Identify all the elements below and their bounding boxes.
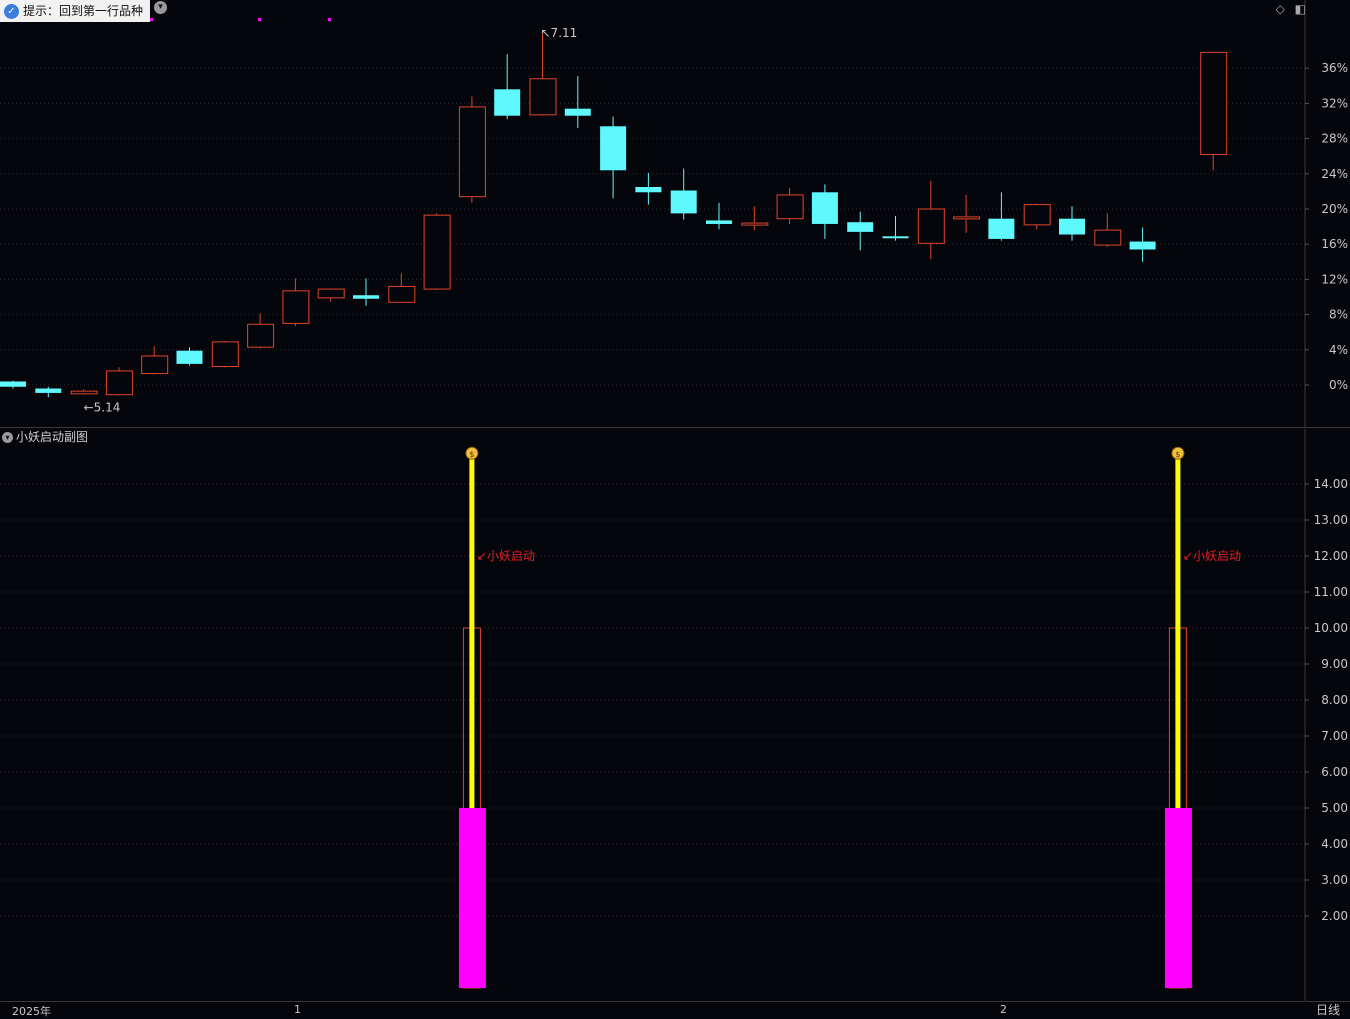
- candle-body: [670, 190, 697, 214]
- candle-body: [1129, 241, 1156, 250]
- price-tick-label: 24%: [1321, 167, 1348, 181]
- price-tick-label: 0%: [1329, 378, 1348, 392]
- period-button[interactable]: 日线: [1306, 1001, 1350, 1018]
- diamond-icon[interactable]: ◇: [1275, 2, 1285, 16]
- indicator-name: 小妖启动副图: [16, 430, 89, 444]
- candle-body: [882, 236, 909, 239]
- indicator-tick-label: 6.00: [1321, 765, 1348, 779]
- candle-body: [282, 290, 310, 324]
- signal-volume-bar: [1164, 808, 1192, 988]
- indicator-tick-label: 8.00: [1321, 693, 1348, 707]
- indicator-tick-label: 13.00: [1314, 513, 1348, 527]
- candle-body: [529, 78, 557, 116]
- money-bag-icon: [1171, 446, 1185, 460]
- low-price-label: ←5.14: [84, 401, 121, 415]
- top-toolbar: ◇ ◧: [1270, 2, 1306, 16]
- indicator-tick-label: 5.00: [1321, 801, 1348, 815]
- candle-body: [776, 194, 804, 220]
- candle-body: [247, 323, 275, 348]
- check-circle-icon: ✓: [4, 3, 19, 19]
- signal-volume-bar: [458, 808, 486, 988]
- money-bag-symbol: $: [1175, 450, 1180, 459]
- candle-body: [353, 295, 379, 299]
- price-tick-label: 32%: [1321, 96, 1348, 110]
- indicator-tick-label: 3.00: [1321, 873, 1348, 887]
- indicator-tick-label: 10.00: [1314, 621, 1348, 635]
- candle-body: [0, 381, 26, 387]
- indicator-tick-label: 2.00: [1321, 909, 1348, 923]
- candle-body: [1059, 218, 1085, 235]
- money-bag-symbol: $: [469, 450, 474, 459]
- money-bag-icon: [465, 446, 479, 460]
- price-tick-label: 36%: [1321, 61, 1348, 75]
- candle-body: [600, 126, 627, 171]
- indicator-title[interactable]: ▾ 小妖启动副图: [2, 429, 88, 445]
- hint-text: 提示：回到第一行品种: [23, 4, 144, 18]
- indicator-tick-label: 4.00: [1321, 837, 1348, 851]
- price-tick-label: 20%: [1321, 202, 1348, 216]
- candle-body: [741, 222, 769, 226]
- candle-body: [388, 285, 416, 303]
- candle-body: [176, 350, 203, 364]
- price-tick-label: 12%: [1321, 272, 1348, 286]
- candle-body: [211, 341, 239, 368]
- candle-body: [494, 89, 521, 116]
- signal-label: ↙小妖启动: [477, 549, 535, 563]
- window-icon[interactable]: ◧: [1294, 2, 1306, 16]
- indicator-tick-label: 7.00: [1321, 729, 1348, 743]
- candle-body: [1094, 229, 1122, 246]
- price-tick-label: 16%: [1321, 237, 1348, 251]
- candle-body: [917, 208, 945, 244]
- price-tick-label: 8%: [1329, 308, 1348, 322]
- month-label-2: 2: [1000, 1003, 1007, 1016]
- month-label-1: 1: [294, 1003, 301, 1016]
- candle-body: [635, 187, 662, 193]
- candle-body: [141, 355, 169, 375]
- hint-banner[interactable]: ✓ 提示：回到第一行品种: [0, 0, 150, 22]
- chevron-down-icon[interactable]: ▾: [154, 1, 167, 14]
- candle-body: [105, 370, 133, 396]
- candle-body: [564, 108, 591, 116]
- price-tick-label: 28%: [1321, 132, 1348, 146]
- candle-body: [35, 388, 62, 393]
- candle-body: [423, 214, 451, 290]
- year-label: 2025年: [12, 1005, 51, 1018]
- date-axis: 2025年 1 2: [0, 1001, 1305, 1018]
- price-chart[interactable]: 36% 32% 28% 24% 20% 16% 12% 8% 4% 0% ↖7.11 ←5.14: [0, 0, 1350, 428]
- candle-body: [317, 288, 345, 299]
- candle-body: [1200, 51, 1228, 155]
- candle-body: [458, 106, 486, 198]
- indicator-tick-label: 14.00: [1314, 477, 1348, 491]
- indicator-tick-label: 9.00: [1321, 657, 1348, 671]
- candle-body: [847, 222, 874, 232]
- indicator-tick-label: 11.00: [1314, 585, 1348, 599]
- candle-body: [811, 192, 838, 224]
- candle-body: [706, 220, 732, 224]
- marker-dot: [328, 18, 331, 21]
- signal-label: ↙小妖启动: [1183, 549, 1241, 563]
- candle-body: [953, 216, 981, 220]
- marker-dot: [258, 18, 261, 21]
- indicator-tick-label: 12.00: [1314, 549, 1348, 563]
- marker-dot: [150, 18, 153, 21]
- candle-body: [1023, 204, 1051, 226]
- price-tick-label: 4%: [1329, 343, 1348, 357]
- high-price-label: ↖7.11: [541, 26, 578, 40]
- candle-body: [70, 390, 98, 395]
- indicator-chart[interactable]: 14.00 13.00 12.00 11.00 10.00 9.00 8.00 7.00 6.0…: [0, 429, 1350, 1001]
- chevron-down-icon[interactable]: ▾: [2, 431, 13, 443]
- candle-body: [988, 218, 1015, 239]
